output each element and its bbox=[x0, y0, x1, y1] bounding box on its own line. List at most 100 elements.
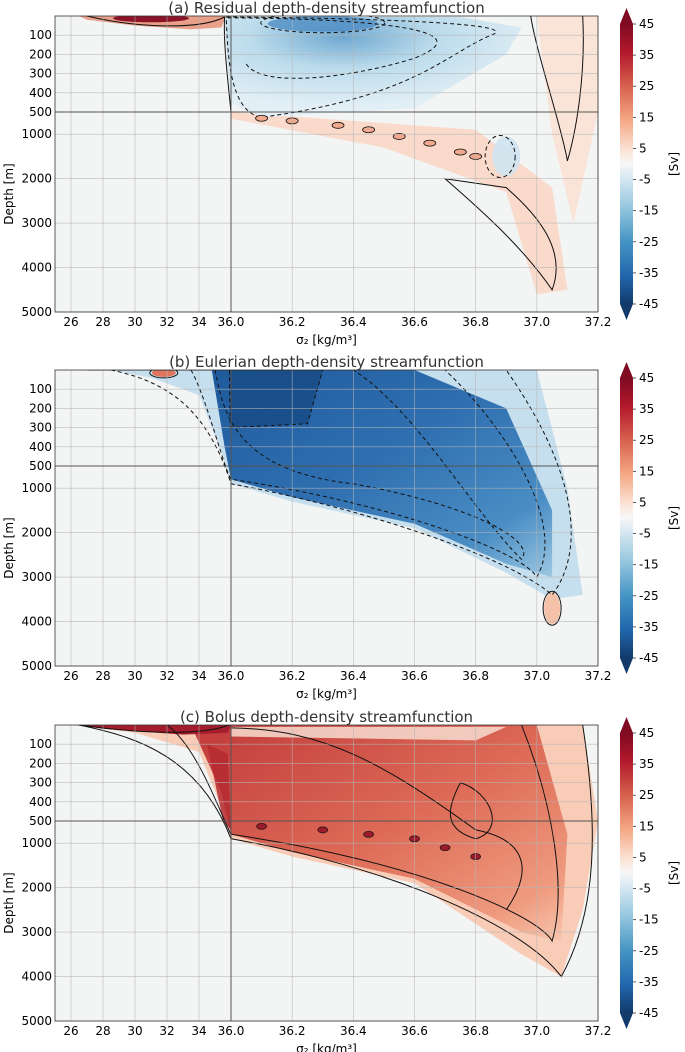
y-tick-label: 200 bbox=[29, 47, 52, 61]
colorbar-tick-label: 35 bbox=[639, 48, 654, 62]
negative-core bbox=[267, 16, 378, 32]
x-tick-label: 36.8 bbox=[462, 669, 489, 683]
y-tick-label: 2000 bbox=[21, 172, 52, 186]
colorbar-tick-label: 45 bbox=[639, 17, 654, 31]
x-tick-label: 36.4 bbox=[340, 315, 367, 329]
colorbar-tick-label: 5 bbox=[639, 850, 647, 864]
x-axis-label: σ₂ [kg/m³] bbox=[296, 333, 357, 347]
x-tick-label: 28 bbox=[95, 669, 110, 683]
contour-blob bbox=[255, 114, 268, 122]
x-tick-label: 36.2 bbox=[279, 315, 306, 329]
colorbar-tick-label: 15 bbox=[639, 110, 654, 124]
colorbar-tick-label: -15 bbox=[639, 913, 659, 927]
x-tick-label: 32 bbox=[159, 315, 174, 329]
contour-blob bbox=[256, 822, 267, 830]
plot-frame bbox=[54, 724, 599, 1022]
panel-2: (b) Eulerian depth-density streamfunctio… bbox=[2, 353, 681, 701]
x-tick-label: 36.6 bbox=[401, 315, 428, 329]
y-tick-label: 200 bbox=[29, 756, 52, 770]
colorbar-label: [Sv] bbox=[667, 506, 681, 530]
y-tick-label: 500 bbox=[29, 459, 52, 473]
x-tick-label: 28 bbox=[95, 315, 110, 329]
y-tick-label: 400 bbox=[29, 440, 52, 454]
panel-title: (c) Bolus depth-density streamfunction bbox=[180, 708, 473, 726]
contour-positive bbox=[166, 725, 559, 943]
colorbar-extend-bottom bbox=[620, 304, 633, 320]
contour-positive bbox=[78, 725, 230, 733]
colorbar-tick-label: 35 bbox=[639, 757, 654, 771]
plot-frame bbox=[54, 15, 599, 313]
y-tick-label: 5000 bbox=[21, 659, 52, 673]
x-tick-label: 36.2 bbox=[279, 669, 306, 683]
x-axis-label: σ₂ [kg/m³] bbox=[296, 1042, 357, 1052]
y-tick-label: 4000 bbox=[21, 970, 52, 984]
colorbar-tick-label: -5 bbox=[639, 882, 651, 896]
x-tick-label: 26 bbox=[63, 669, 78, 683]
colorbar-tick-label: -25 bbox=[639, 235, 659, 249]
colorbar-tick-label: -45 bbox=[639, 1006, 659, 1020]
x-tick-label: 36.0 bbox=[218, 669, 245, 683]
x-tick-label: 36.0 bbox=[218, 315, 245, 329]
colorbar-label: [Sv] bbox=[667, 861, 681, 885]
y-tick-label: 300 bbox=[29, 67, 52, 81]
contour-positive bbox=[149, 370, 179, 379]
x-tick-label: 36.0 bbox=[218, 1024, 245, 1038]
y-axis-label: Depth [m] bbox=[2, 872, 16, 933]
panel-1: (a) Residual depth-density streamfunctio… bbox=[2, 0, 681, 347]
contour-negative bbox=[110, 370, 572, 596]
y-tick-label: 300 bbox=[29, 421, 52, 435]
x-tick-label: 30 bbox=[127, 669, 142, 683]
y-tick-label: 4000 bbox=[21, 261, 52, 275]
colorbar-tick-label: -35 bbox=[639, 266, 659, 280]
x-tick-label: 36.6 bbox=[401, 1024, 428, 1038]
colorbar-tick-label: 5 bbox=[639, 141, 647, 155]
colorbar: 45 35 25 15 5 -5 -15 -25 -35 -45 [Sv] bbox=[620, 362, 681, 674]
plot-frame bbox=[54, 369, 599, 667]
colorbar-tick-label: 5 bbox=[639, 495, 647, 509]
contour-blob bbox=[317, 826, 329, 834]
contour-negative bbox=[484, 134, 516, 178]
colorbar-tick-label: 45 bbox=[639, 726, 654, 740]
y-tick-label: 4000 bbox=[21, 615, 52, 629]
panel-title: (b) Eulerian depth-density streamfunctio… bbox=[169, 353, 484, 371]
colorbar-extend-top bbox=[620, 8, 633, 24]
colorbar-tick-label: 45 bbox=[639, 371, 654, 385]
x-tick-label: 36.8 bbox=[462, 315, 489, 329]
contour-positive bbox=[530, 16, 584, 162]
deep-positive-band bbox=[231, 112, 568, 295]
main-positive-cell bbox=[191, 725, 568, 941]
colorbar-extend-top bbox=[620, 717, 633, 733]
colorbar-gradient bbox=[620, 378, 633, 658]
panel-title: (a) Residual depth-density streamfunctio… bbox=[168, 0, 484, 17]
y-tick-label: 1000 bbox=[21, 481, 52, 495]
contour-negative bbox=[190, 370, 546, 579]
x-tick-label: 32 bbox=[159, 1024, 174, 1038]
y-axis-label: Depth [m] bbox=[2, 517, 16, 578]
y-tick-label: 3000 bbox=[21, 216, 52, 230]
contour-blob bbox=[392, 133, 406, 140]
y-tick-label: 2000 bbox=[21, 881, 52, 895]
surface-positive-core bbox=[113, 16, 189, 23]
positive-core bbox=[207, 744, 231, 830]
contour-blob bbox=[423, 139, 437, 147]
colorbar-extend-bottom bbox=[620, 658, 633, 674]
contour-blob bbox=[362, 126, 376, 134]
panel-3: (c) Bolus depth-density streamfunction 26… bbox=[2, 708, 681, 1052]
x-tick-label: 36.8 bbox=[462, 1024, 489, 1038]
deep-positive-patch bbox=[544, 592, 561, 625]
contour-blob bbox=[439, 844, 451, 852]
y-tick-label: 3000 bbox=[21, 570, 52, 584]
field bbox=[55, 16, 598, 312]
colorbar: 45 35 25 15 5 -5 -15 -25 -35 -45 [Sv] bbox=[620, 8, 681, 320]
x-tick-label: 37.0 bbox=[523, 669, 550, 683]
colorbar-tick-label: 25 bbox=[639, 79, 654, 93]
contour-positive bbox=[86, 16, 225, 27]
contour-blob bbox=[331, 121, 345, 129]
surface-positive-core bbox=[79, 725, 231, 735]
colorbar-tick-label: 35 bbox=[639, 402, 654, 416]
weak-upper-band bbox=[231, 726, 507, 741]
colorbar-tick-label: -35 bbox=[639, 975, 659, 989]
x-tick-label: 37.2 bbox=[585, 669, 612, 683]
y-tick-label: 200 bbox=[29, 401, 52, 415]
negative-core bbox=[229, 370, 323, 428]
